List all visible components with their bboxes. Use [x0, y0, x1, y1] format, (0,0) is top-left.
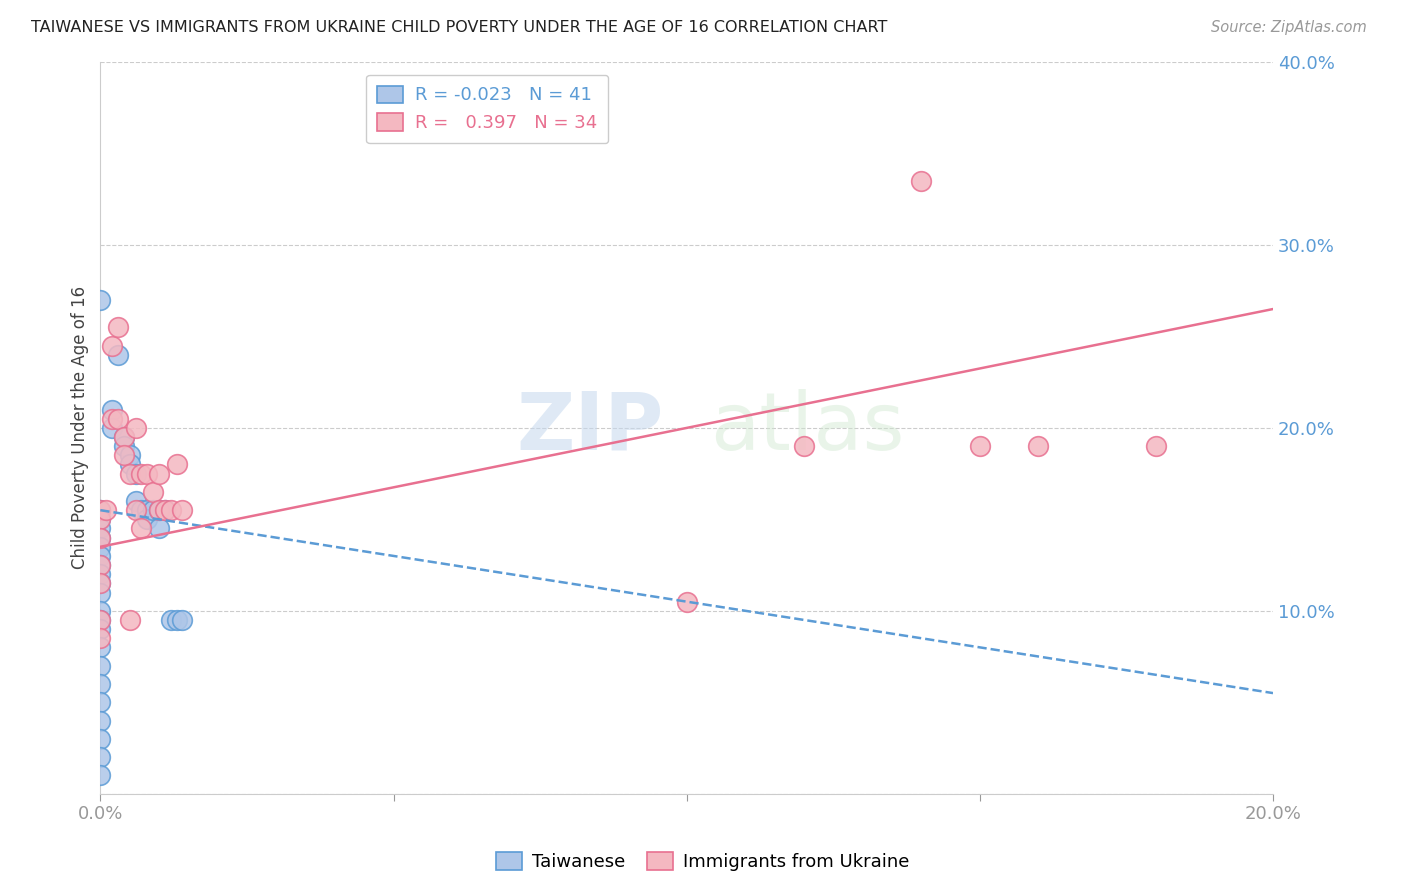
Point	[89, 585, 111, 599]
Point	[89, 503, 111, 517]
Point	[89, 631, 111, 645]
Point	[107, 411, 129, 425]
Point	[793, 439, 815, 453]
Point	[112, 439, 135, 453]
Point	[131, 521, 153, 535]
Point	[89, 622, 111, 636]
Point	[89, 558, 111, 572]
Point	[89, 293, 111, 307]
Point	[166, 458, 188, 472]
Point	[153, 503, 176, 517]
Point	[136, 503, 159, 517]
Point	[136, 467, 159, 481]
Point	[101, 402, 124, 417]
Point	[124, 494, 146, 508]
Point	[89, 640, 111, 655]
Point	[89, 540, 111, 554]
Point	[89, 567, 111, 582]
Point	[89, 576, 111, 591]
Point	[89, 613, 111, 627]
Point	[124, 421, 146, 435]
Point	[112, 430, 135, 444]
Point	[124, 503, 146, 517]
Point	[89, 558, 111, 572]
Point	[118, 448, 141, 462]
Point	[101, 338, 124, 352]
Y-axis label: Child Poverty Under the Age of 16: Child Poverty Under the Age of 16	[72, 286, 89, 569]
Point	[96, 503, 118, 517]
Point	[131, 467, 153, 481]
Point	[112, 448, 135, 462]
Point	[118, 467, 141, 481]
Point	[89, 549, 111, 563]
Point	[101, 421, 124, 435]
Point	[107, 320, 129, 334]
Legend: R = -0.023   N = 41, R =   0.397   N = 34: R = -0.023 N = 41, R = 0.397 N = 34	[367, 75, 609, 143]
Point	[89, 658, 111, 673]
Point	[148, 467, 170, 481]
Point	[89, 695, 111, 709]
Point	[1144, 439, 1167, 453]
Point	[136, 512, 159, 526]
Point	[89, 714, 111, 728]
Point	[675, 594, 697, 608]
Legend: Taiwanese, Immigrants from Ukraine: Taiwanese, Immigrants from Ukraine	[489, 846, 917, 879]
Point	[89, 512, 111, 526]
Text: Source: ZipAtlas.com: Source: ZipAtlas.com	[1211, 20, 1367, 35]
Point	[107, 348, 129, 362]
Point	[89, 503, 111, 517]
Text: ZIP: ZIP	[516, 389, 664, 467]
Point	[148, 503, 170, 517]
Point	[89, 512, 111, 526]
Point	[166, 613, 188, 627]
Point	[89, 613, 111, 627]
Point	[142, 484, 165, 499]
Text: atlas: atlas	[710, 389, 904, 467]
Point	[1028, 439, 1050, 453]
Point	[101, 411, 124, 425]
Point	[148, 503, 170, 517]
Point	[148, 521, 170, 535]
Point	[89, 731, 111, 746]
Text: TAIWANESE VS IMMIGRANTS FROM UKRAINE CHILD POVERTY UNDER THE AGE OF 16 CORRELATI: TAIWANESE VS IMMIGRANTS FROM UKRAINE CHI…	[31, 20, 887, 35]
Point	[112, 430, 135, 444]
Point	[89, 531, 111, 545]
Point	[969, 439, 991, 453]
Point	[89, 677, 111, 691]
Point	[118, 458, 141, 472]
Point	[159, 613, 181, 627]
Point	[131, 503, 153, 517]
Point	[172, 613, 194, 627]
Point	[910, 174, 932, 188]
Point	[159, 503, 181, 517]
Point	[153, 503, 176, 517]
Point	[118, 613, 141, 627]
Point	[89, 750, 111, 764]
Point	[142, 503, 165, 517]
Point	[89, 768, 111, 782]
Point	[172, 503, 194, 517]
Point	[89, 521, 111, 535]
Point	[124, 467, 146, 481]
Point	[89, 576, 111, 591]
Point	[89, 531, 111, 545]
Point	[89, 604, 111, 618]
